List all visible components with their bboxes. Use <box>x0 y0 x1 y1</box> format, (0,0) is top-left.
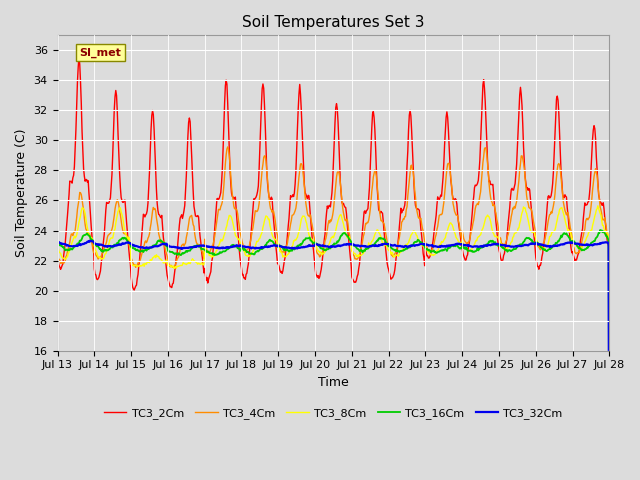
TC3_32Cm <box>326 244 333 250</box>
Line: TC3_32Cm: TC3_32Cm <box>58 240 609 480</box>
TC3_2Cm <box>380 218 387 224</box>
TC3_2Cm <box>326 203 333 208</box>
TC3_16Cm <box>596 227 604 233</box>
TC3_32Cm <box>556 242 563 248</box>
TC3_16Cm <box>433 250 441 256</box>
TC3_16Cm <box>555 239 563 244</box>
TC3_4Cm <box>380 220 387 226</box>
TC3_4Cm <box>54 252 61 258</box>
TC3_8Cm <box>198 261 206 267</box>
TC3_2Cm <box>199 263 207 269</box>
Title: Soil Temperatures Set 3: Soil Temperatures Set 3 <box>242 15 425 30</box>
TC3_32Cm <box>175 245 183 251</box>
X-axis label: Time: Time <box>318 376 349 389</box>
TC3_8Cm <box>175 264 182 269</box>
Legend: TC3_2Cm, TC3_4Cm, TC3_8Cm, TC3_16Cm, TC3_32Cm: TC3_2Cm, TC3_4Cm, TC3_8Cm, TC3_16Cm, TC3… <box>100 404 567 423</box>
TC3_4Cm <box>224 144 232 150</box>
Line: TC3_4Cm: TC3_4Cm <box>58 147 609 480</box>
TC3_4Cm <box>198 249 206 255</box>
TC3_8Cm <box>555 211 563 217</box>
TC3_16Cm <box>175 250 182 256</box>
TC3_8Cm <box>433 248 441 253</box>
TC3_16Cm <box>54 240 61 245</box>
TC3_32Cm <box>380 241 387 247</box>
TC3_8Cm <box>325 242 333 248</box>
TC3_2Cm <box>54 252 61 258</box>
TC3_32Cm <box>54 240 61 245</box>
Line: TC3_16Cm: TC3_16Cm <box>58 230 609 480</box>
TC3_16Cm <box>379 236 387 241</box>
Line: TC3_8Cm: TC3_8Cm <box>58 206 609 480</box>
TC3_8Cm <box>379 240 387 246</box>
Y-axis label: Soil Temperature (C): Soil Temperature (C) <box>15 129 28 257</box>
TC3_2Cm <box>75 54 83 60</box>
TC3_2Cm <box>556 131 563 136</box>
TC3_8Cm <box>594 203 602 209</box>
TC3_32Cm <box>434 244 442 250</box>
TC3_8Cm <box>54 243 61 249</box>
TC3_4Cm <box>556 162 563 168</box>
TC3_32Cm <box>86 238 93 243</box>
TC3_32Cm <box>199 242 207 248</box>
TC3_2Cm <box>175 222 183 228</box>
TC3_2Cm <box>434 194 442 200</box>
Line: TC3_2Cm: TC3_2Cm <box>58 57 609 480</box>
TC3_4Cm <box>326 220 333 226</box>
TC3_4Cm <box>434 224 442 229</box>
TC3_16Cm <box>198 246 206 252</box>
TC3_4Cm <box>175 254 182 260</box>
Text: SI_met: SI_met <box>79 48 122 58</box>
TC3_16Cm <box>325 245 333 251</box>
